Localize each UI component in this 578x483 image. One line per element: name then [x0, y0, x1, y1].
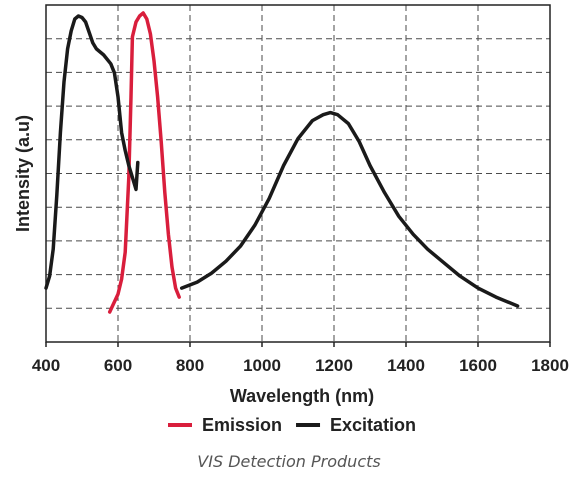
x-axis-label: Wavelength (nm) [230, 386, 374, 406]
series-line-excitation [44, 14, 140, 290]
x-tick-label: 800 [176, 356, 204, 375]
x-tick-label: 600 [104, 356, 132, 375]
x-tick-label: 1000 [243, 356, 281, 375]
grid [46, 5, 550, 342]
x-tick-label: 1400 [387, 356, 425, 375]
series-line-excitation [179, 110, 520, 308]
x-tick-label: 1200 [315, 356, 353, 375]
x-tick-label: 1800 [531, 356, 569, 375]
series-excitation [44, 14, 520, 308]
x-tick-label: 400 [32, 356, 60, 375]
plot-frame [45, 4, 551, 343]
caption: VIS Detection Products [197, 452, 381, 471]
legend-label-emission: Emission [202, 415, 282, 435]
series-line-emission [107, 11, 181, 314]
legend: Emission Excitation [168, 415, 416, 435]
x-tick-label: 1600 [459, 356, 497, 375]
series-emission [107, 11, 181, 314]
legend-label-excitation: Excitation [330, 415, 416, 435]
y-axis-label: Intensity (a.u) [13, 115, 33, 232]
